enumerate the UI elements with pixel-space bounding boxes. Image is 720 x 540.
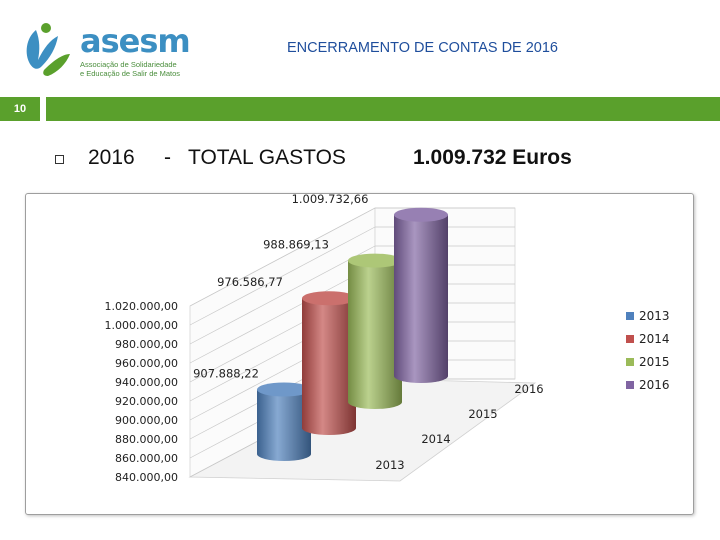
y-tick-label: 920.000,00: [115, 395, 178, 408]
headline-amount: 1.009.732 Euros: [413, 146, 572, 169]
gridline: [189, 226, 376, 326]
logo-tagline-1: Associação de Solidariedade: [80, 60, 177, 69]
legend-label-2015: 2015: [639, 355, 670, 369]
y-tick-label: 1.020.000,00: [105, 300, 178, 313]
slide-number: 10: [0, 97, 40, 121]
y-tick-label: 960.000,00: [115, 357, 178, 370]
logo: asesm Associação de Solidariedade e Educ…: [22, 18, 191, 82]
headline-label: TOTAL GASTOS: [188, 146, 346, 169]
page-title: ENCERRAMENTO DE CONTAS DE 2016: [287, 40, 558, 56]
x-tick-label-2015: 2015: [468, 407, 497, 421]
y-tick-label: 840.000,00: [115, 471, 178, 484]
x-tick-label-2016: 2016: [514, 382, 543, 396]
data-label-2016: 1.009.732,66: [292, 192, 369, 206]
legend-label-2014: 2014: [639, 332, 670, 346]
y-tick-label: 980.000,00: [115, 338, 178, 351]
legend-label-2013: 2013: [639, 309, 670, 323]
gridline: [189, 245, 376, 345]
headline-year: 2016: [88, 146, 135, 169]
bar-2016: [394, 214, 448, 383]
bar-2015: [348, 260, 402, 409]
chart-frame: [25, 193, 694, 515]
legend-swatch-2015: [626, 358, 634, 366]
gridline: [189, 264, 376, 364]
y-tick-label: 940.000,00: [115, 376, 178, 389]
bar-top-2013: [257, 382, 311, 397]
y-tick-label: 860.000,00: [115, 452, 178, 465]
y-tick-label: 880.000,00: [115, 433, 178, 446]
data-label-2014: 976.586,77: [217, 275, 283, 289]
legend-label-2016: 2016: [639, 378, 670, 392]
x-tick-label-2014: 2014: [421, 432, 450, 446]
logo-name: asesm: [80, 22, 191, 60]
header-divider-bar: [46, 97, 720, 121]
bar-top-2016: [394, 207, 448, 222]
legend-swatch-2014: [626, 335, 634, 343]
logo-tagline-2: e Educação de Salir de Matos: [80, 69, 181, 78]
data-label-2013: 907.888,22: [193, 367, 259, 381]
y-tick-label: 900.000,00: [115, 414, 178, 427]
bar-2013: [257, 389, 311, 461]
legend-swatch-2016: [626, 381, 634, 389]
gridline: [189, 207, 376, 307]
bar-top-2015: [348, 253, 402, 268]
logo-hands-icon: [26, 23, 70, 76]
bar-top-2014: [302, 291, 356, 306]
data-label-2015: 988.869,13: [263, 238, 329, 252]
headline-separator: -: [164, 146, 171, 169]
bar-2014: [302, 298, 356, 435]
x-tick-label-2013: 2013: [375, 458, 404, 472]
bullet-icon: [55, 155, 64, 164]
y-tick-label: 1.000.000,00: [105, 319, 178, 332]
legend-swatch-2013: [626, 312, 634, 320]
